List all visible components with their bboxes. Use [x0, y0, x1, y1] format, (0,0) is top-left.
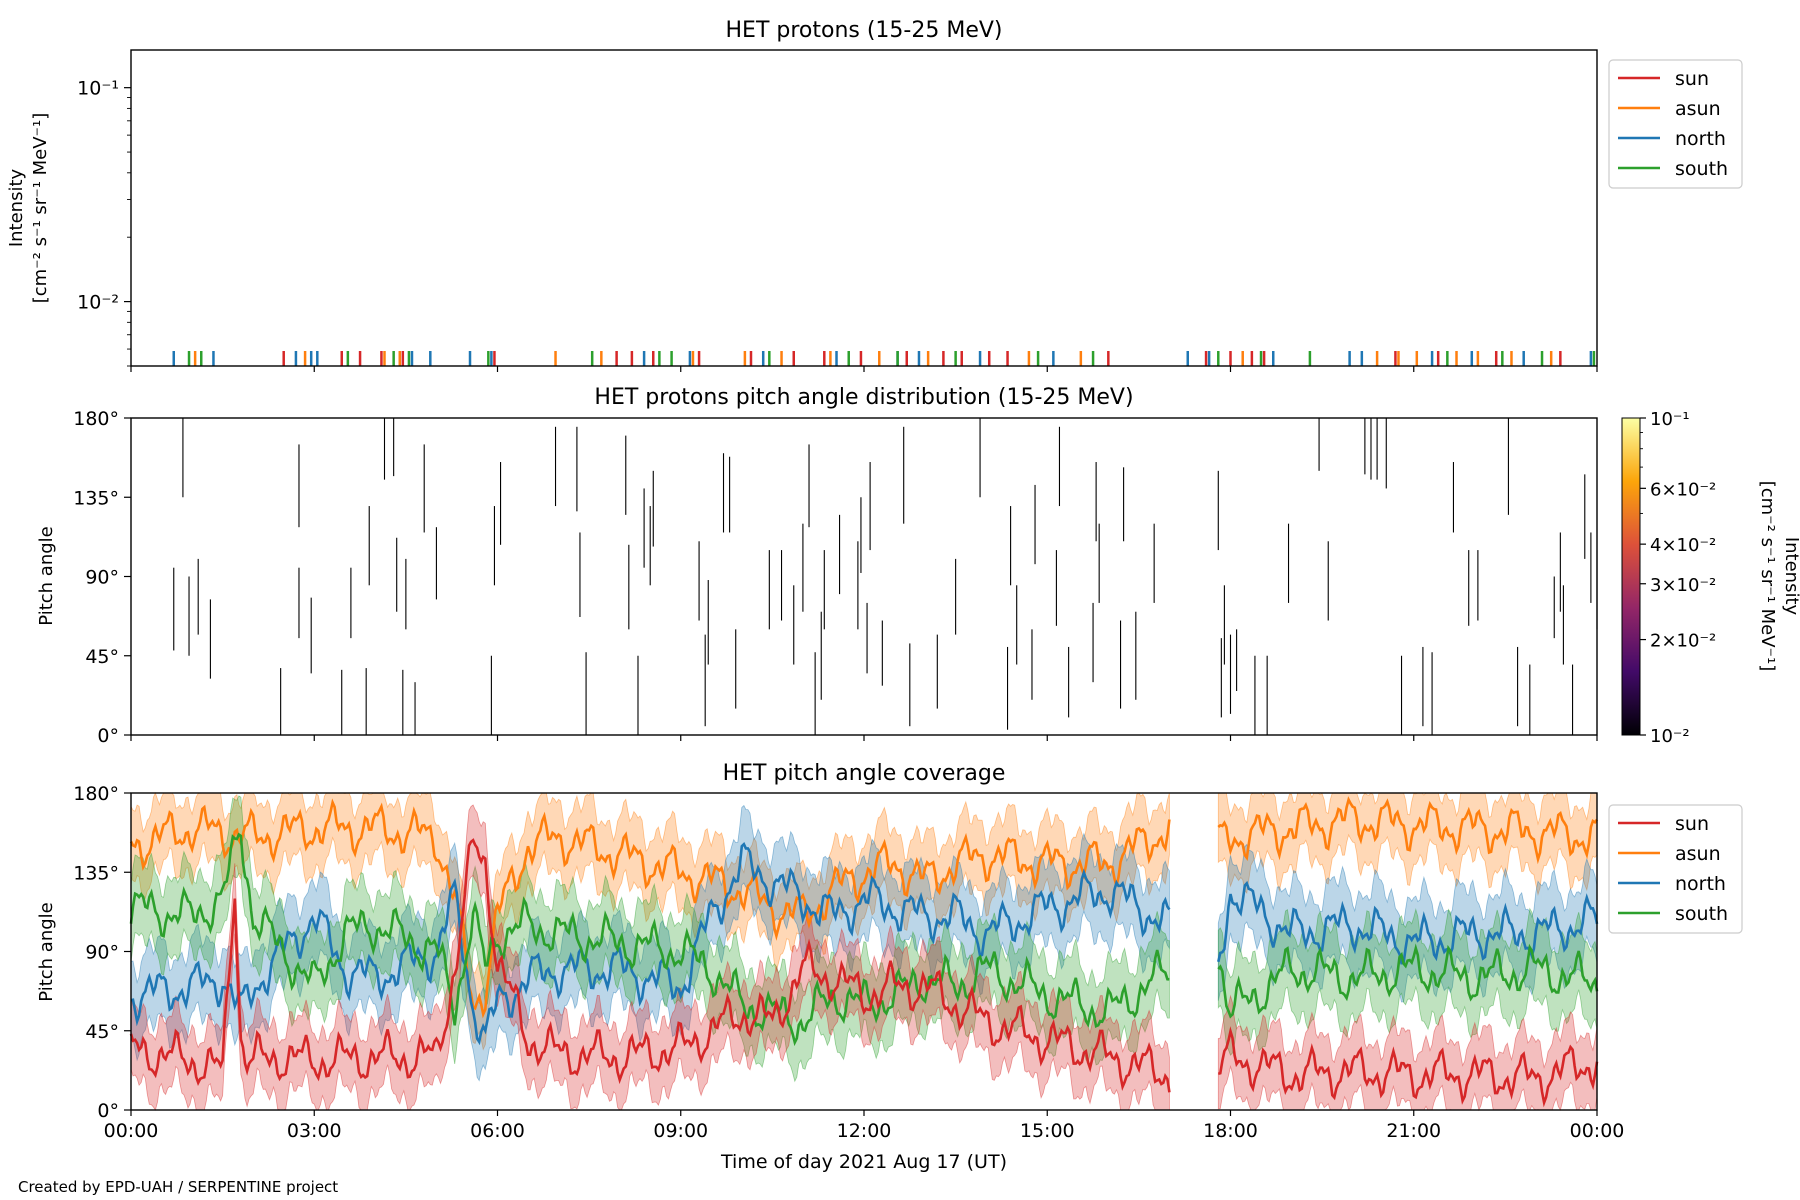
legend-label-north: north: [1675, 873, 1726, 895]
line-asun: [129, 798, 1171, 1019]
colorbar-label-line: [cm⁻² s⁻¹ sr⁻¹ MeV⁻¹]: [1757, 481, 1778, 672]
legend-label-north: north: [1675, 128, 1726, 150]
footer-credit: Created by EPD-UAH / SERPENTINE project: [18, 1178, 339, 1196]
panel1-frame: [130, 49, 1598, 367]
panel1-ticks: 10⁻¹ 10⁻²: [77, 78, 1598, 372]
panel3-legend: sun asun north south: [1608, 804, 1743, 934]
pitch-angle-distribution-panel: HET protons pitch angle distribution (15…: [36, 385, 1800, 747]
y-tick-label: 10⁻²: [77, 292, 119, 314]
legend-label-south: south: [1675, 158, 1728, 180]
panel3-bands: [129, 791, 1599, 1112]
legend-label-sun: sun: [1675, 813, 1709, 835]
panel2-title: HET protons pitch angle distribution (15…: [594, 385, 1133, 410]
x-tick-label: 09:00: [653, 1120, 708, 1142]
line-north: [130, 842, 1171, 1046]
legend-label-asun: asun: [1675, 843, 1721, 865]
x-tick-label: 15:00: [1020, 1120, 1075, 1142]
panel2-ticks: 0° 45° 90° 135° 180°: [73, 408, 1598, 747]
colorbar-tick-label: 10⁻¹: [1650, 409, 1690, 430]
line-south: [1217, 943, 1599, 1019]
panel3-ylabel: Pitch angle: [36, 902, 57, 1001]
y-tick-label: 180°: [73, 408, 119, 430]
pitch-angle-coverage-panel: HET pitch angle coverage Pitch angle 0° 4…: [36, 761, 1743, 1173]
panel3-title: HET pitch angle coverage: [723, 761, 1006, 786]
panel1-spikes: [172, 351, 1596, 366]
panel1-ylabel-line: Intensity: [6, 168, 27, 247]
line-north: [1217, 880, 1599, 965]
x-tick-label: 21:00: [1386, 1120, 1441, 1142]
panel2-frame: [130, 417, 1598, 736]
intensity-panel: HET protons (15-25 MeV) Intensity [cm⁻² s…: [6, 18, 1743, 372]
x-tick-label: 03:00: [287, 1120, 342, 1142]
colorbar-bar: [1621, 417, 1641, 736]
legend-box: [1608, 804, 1743, 934]
panel1-legend: sun asun north south: [1608, 59, 1743, 189]
panel2-segments: [173, 418, 1598, 735]
line-sun: [129, 838, 1171, 1093]
line-asun: [1217, 796, 1599, 865]
panel1-title: HET protons (15-25 MeV): [726, 18, 1003, 43]
colorbar-tick-label: 6×10⁻²: [1650, 479, 1716, 500]
y-tick-label: 0°: [97, 1100, 119, 1122]
x-tick-label: 00:00: [104, 1120, 159, 1142]
panel2-ylabel: Pitch angle: [36, 526, 57, 625]
panel1-ylabel-line: [cm⁻² s⁻¹ sr⁻¹ MeV⁻¹]: [30, 113, 51, 304]
legend-box: [1608, 59, 1743, 189]
y-tick-label: 0°: [97, 725, 119, 747]
band-asun: [130, 791, 1170, 1051]
colorbar-tick-label: 10⁻²: [1650, 726, 1690, 747]
panel3-frame: [130, 792, 1598, 1111]
y-tick-label: 180°: [73, 783, 119, 805]
x-tick-label: 00:00: [1570, 1120, 1625, 1142]
colorbar-label-line: Intensity: [1781, 537, 1800, 616]
x-tick-label: 06:00: [470, 1120, 525, 1142]
x-axis-label: Time of day 2021 Aug 17 (UT): [720, 1151, 1007, 1173]
line-sun: [1217, 1026, 1599, 1108]
legend-label-asun: asun: [1675, 98, 1721, 120]
y-tick-label: 135°: [73, 862, 119, 884]
y-tick-label: 90°: [85, 942, 119, 964]
x-tick-label: 12:00: [837, 1120, 892, 1142]
panel3-ticks: 0° 45° 90° 135° 180° 00:00 03:00 06:00 09:00 12:0…: [73, 783, 1624, 1142]
y-tick-label: 90°: [85, 567, 119, 589]
x-tick-label: 18:00: [1203, 1120, 1258, 1142]
line-south: [129, 832, 1170, 1047]
colorbar-tick-label: 2×10⁻²: [1650, 631, 1716, 652]
y-tick-label: 45°: [85, 646, 119, 668]
panel1-ylabel: Intensity [cm⁻² s⁻¹ sr⁻¹ MeV⁻¹]: [6, 113, 51, 304]
legend-label-sun: sun: [1675, 68, 1709, 90]
y-tick-label: 135°: [73, 487, 119, 509]
colorbar-tick-label: 4×10⁻²: [1650, 535, 1716, 556]
y-tick-label: 45°: [85, 1021, 119, 1043]
colorbar: 10⁻² 2×10⁻² 3×10⁻² 4×10⁻² 6×10⁻² 10⁻¹ Intensit…: [1621, 409, 1800, 747]
legend-label-south: south: [1675, 903, 1728, 925]
colorbar-tick-label: 3×10⁻²: [1650, 575, 1716, 596]
y-tick-label: 10⁻¹: [77, 78, 119, 100]
